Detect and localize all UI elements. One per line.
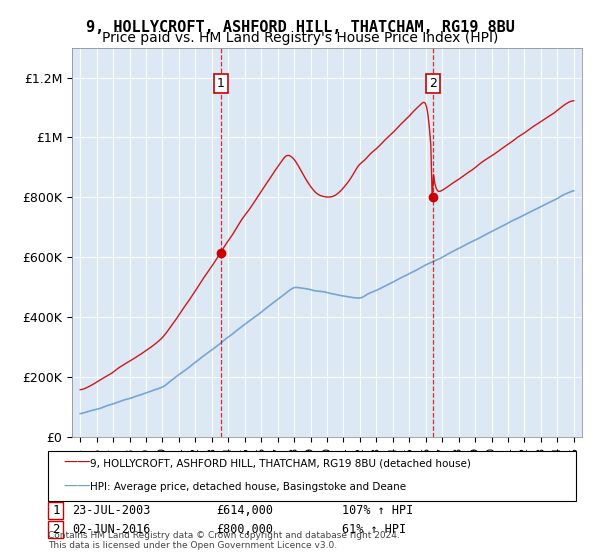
Text: 1: 1	[52, 503, 59, 517]
Text: £800,000: £800,000	[216, 522, 273, 536]
Text: 61% ↑ HPI: 61% ↑ HPI	[342, 522, 406, 536]
Text: 23-JUL-2003: 23-JUL-2003	[72, 503, 151, 517]
Text: HPI: Average price, detached house, Basingstoke and Deane: HPI: Average price, detached house, Basi…	[90, 482, 406, 492]
Text: 1: 1	[217, 77, 225, 90]
Text: Price paid vs. HM Land Registry's House Price Index (HPI): Price paid vs. HM Land Registry's House …	[102, 31, 498, 45]
Text: 2: 2	[428, 77, 437, 90]
Text: 107% ↑ HPI: 107% ↑ HPI	[342, 503, 413, 517]
Text: 02-JUN-2016: 02-JUN-2016	[72, 522, 151, 536]
Text: ——: ——	[63, 456, 91, 470]
Text: Contains HM Land Registry data © Crown copyright and database right 2024.
This d: Contains HM Land Registry data © Crown c…	[48, 530, 400, 550]
Text: £614,000: £614,000	[216, 503, 273, 517]
Text: 2: 2	[52, 522, 59, 536]
Text: 9, HOLLYCROFT, ASHFORD HILL, THATCHAM, RG19 8BU (detached house): 9, HOLLYCROFT, ASHFORD HILL, THATCHAM, R…	[90, 458, 471, 468]
Text: ——: ——	[63, 480, 91, 494]
Text: 9, HOLLYCROFT, ASHFORD HILL, THATCHAM, RG19 8BU: 9, HOLLYCROFT, ASHFORD HILL, THATCHAM, R…	[86, 20, 514, 35]
